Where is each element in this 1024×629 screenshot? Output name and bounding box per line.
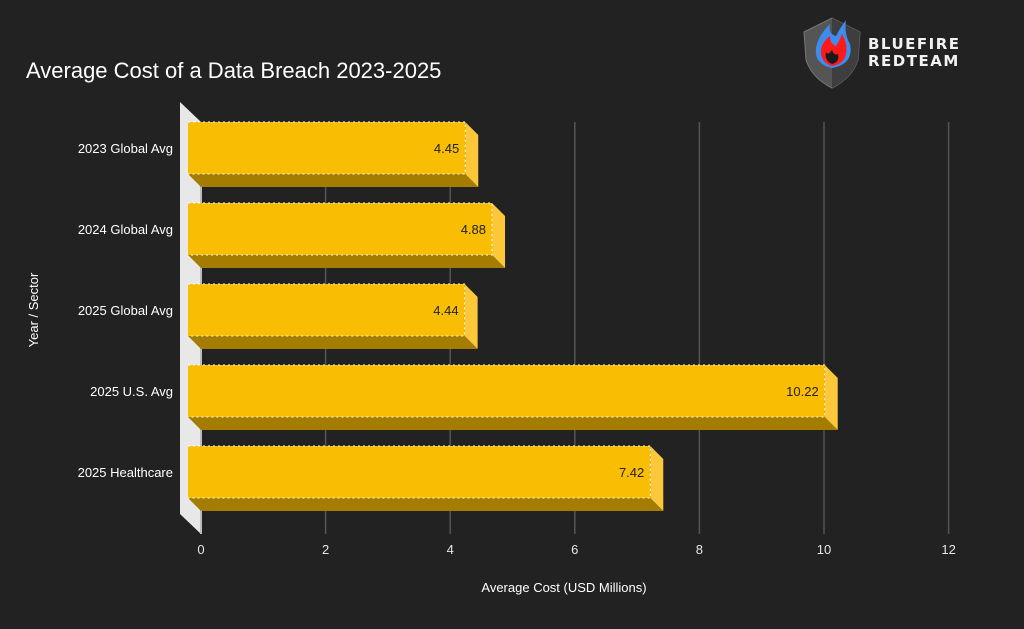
bar-front-face — [188, 122, 466, 174]
y-category-labels: 2023 Global Avg 2024 Global Avg 2025 Globa… — [78, 141, 173, 480]
bar-side-face — [824, 365, 838, 430]
shield-flame-icon — [803, 17, 861, 89]
x-tick-labels: 0 2 4 6 8 10 12 — [197, 542, 955, 557]
bar-value-label: 4.88 — [461, 222, 486, 237]
bar-side-face — [650, 446, 664, 511]
bar-bottom-face — [188, 174, 479, 187]
x-tick-label: 10 — [817, 542, 831, 557]
y-axis-label: Year / Sector — [26, 272, 41, 347]
x-tick-label: 6 — [571, 542, 578, 557]
x-tick-label: 0 — [197, 542, 204, 557]
bar-bottom-face — [188, 417, 838, 430]
bar: 4.45 — [188, 121, 479, 187]
y-category-label: 2025 Global Avg — [78, 303, 173, 318]
bar-front-face — [188, 284, 465, 336]
bar-edge — [188, 445, 651, 499]
bar: 4.44 — [188, 283, 478, 349]
x-tick-label: 8 — [696, 542, 703, 557]
chart-title: Average Cost of a Data Breach 2023-2025 — [26, 58, 441, 83]
bar-front-face — [188, 365, 825, 417]
brand-logo: BLUEFIRE REDTEAM — [800, 10, 1020, 90]
x-tick-label: 2 — [322, 542, 329, 557]
bar-edge — [188, 202, 493, 256]
y-category-label: 2023 Global Avg — [78, 141, 173, 156]
bar-front-face — [188, 203, 493, 255]
bar-side-face — [492, 203, 506, 268]
x-axis-label: Average Cost (USD Millions) — [481, 580, 646, 595]
y-category-label: 2025 Healthcare — [78, 465, 173, 480]
y-category-label: 2025 U.S. Avg — [90, 384, 173, 399]
bar-bottom-face — [188, 498, 664, 511]
bar-value-label: 4.44 — [433, 303, 458, 318]
logo-line-1: BLUEFIRE — [868, 35, 961, 53]
bar: 4.88 — [188, 202, 506, 268]
bar-value-label: 7.42 — [619, 465, 644, 480]
bars: 4.45 4.88 4.44 10.22 7.42 — [188, 121, 838, 511]
logo-line-2: REDTEAM — [868, 52, 960, 70]
bar-value-label: 4.45 — [434, 141, 459, 156]
bar-side-face — [465, 122, 479, 187]
bar-side-face — [464, 284, 478, 349]
bar-value-label: 10.22 — [786, 384, 819, 399]
bar: 10.22 — [188, 364, 838, 430]
y-category-label: 2024 Global Avg — [78, 222, 173, 237]
bar-edge — [188, 283, 466, 337]
x-tick-label: 4 — [447, 542, 454, 557]
bar: 7.42 — [188, 445, 664, 511]
logo-text: BLUEFIRE REDTEAM — [868, 36, 961, 70]
x-tick-label: 12 — [941, 542, 955, 557]
bar-front-face — [188, 446, 651, 498]
bar-bottom-face — [188, 336, 478, 349]
bar-bottom-face — [188, 255, 506, 268]
